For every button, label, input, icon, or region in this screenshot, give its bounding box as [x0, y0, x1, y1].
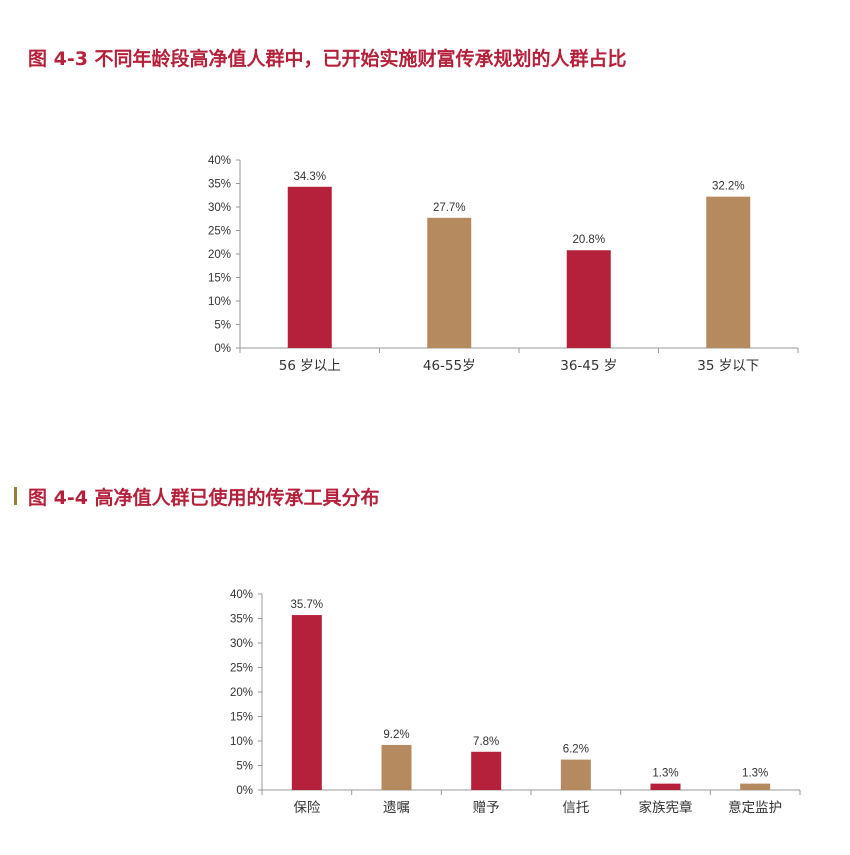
data-label: 1.3%	[652, 768, 678, 780]
figure-title-4-3: 图 4-3 不同年龄段高净值人群中，已开始实施财富传承规划的人群占比	[28, 48, 627, 70]
y-tick-label: 30%	[208, 202, 231, 214]
data-label: 34.3%	[293, 171, 326, 183]
bar	[287, 186, 332, 348]
y-tick-label: 0%	[214, 343, 231, 355]
x-tick-label: 家族宪章	[639, 799, 693, 816]
y-tick-label: 35%	[230, 614, 253, 626]
data-label: 20.8%	[572, 234, 605, 246]
data-label: 1.3%	[742, 768, 768, 780]
inheritance-tools-bar-chart: 0% 5% 10% 15% 20% 25% 30% 35% 40% 35.7% 保险 9.2% 遗嘱 7.…	[230, 589, 801, 816]
x-tick-label: 56 岁以上	[279, 358, 341, 374]
y-tick-label: 40%	[230, 589, 253, 601]
y-tick-label: 5%	[236, 761, 253, 773]
figure-title-4-4: 图 4-4 高净值人群已使用的传承工具分布	[28, 487, 380, 509]
y-tick-label: 35%	[208, 179, 231, 191]
y-tick-label: 20%	[208, 249, 231, 261]
y-tick-label: 15%	[230, 712, 253, 724]
x-tick-label: 意定监护	[728, 799, 782, 816]
age-group-bar-chart: 0% 5% 10% 15% 20% 25% 30% 35% 40% 34.3% 56 岁以上 27.7…	[208, 155, 799, 374]
y-tick-label: 5%	[214, 320, 231, 332]
bar	[706, 196, 751, 348]
bar	[566, 250, 611, 348]
y-tick-label: 25%	[208, 226, 231, 238]
y-tick-label: 0%	[236, 785, 253, 797]
y-tick-label: 15%	[208, 273, 231, 285]
data-label: 7.8%	[473, 736, 499, 748]
y-tick-label: 30%	[230, 638, 253, 650]
bar	[381, 744, 412, 790]
bar	[291, 615, 322, 790]
title-accent-bar	[14, 487, 17, 505]
bar	[560, 759, 591, 790]
bar	[740, 783, 771, 790]
y-tick-label: 20%	[230, 687, 253, 699]
data-label: 32.2%	[712, 181, 745, 193]
x-tick-label: 46-55岁	[423, 358, 476, 374]
bar	[471, 751, 502, 790]
x-tick-label: 赠予	[473, 800, 500, 816]
bar	[427, 217, 472, 348]
x-tick-label: 信托	[562, 800, 589, 816]
x-tick-label: 遗嘱	[383, 800, 410, 816]
data-label: 6.2%	[563, 744, 589, 756]
data-label: 35.7%	[291, 599, 324, 611]
data-label: 27.7%	[433, 202, 466, 214]
bar	[650, 783, 681, 790]
y-tick-label: 25%	[230, 663, 253, 675]
y-tick-label: 10%	[230, 736, 253, 748]
data-label: 9.2%	[383, 729, 409, 741]
y-tick-label: 10%	[208, 296, 231, 308]
y-tick-label: 40%	[208, 155, 231, 167]
x-tick-label: 36-45 岁	[560, 358, 617, 374]
x-tick-label: 35 岁以下	[697, 358, 759, 374]
x-tick-label: 保险	[293, 800, 320, 816]
